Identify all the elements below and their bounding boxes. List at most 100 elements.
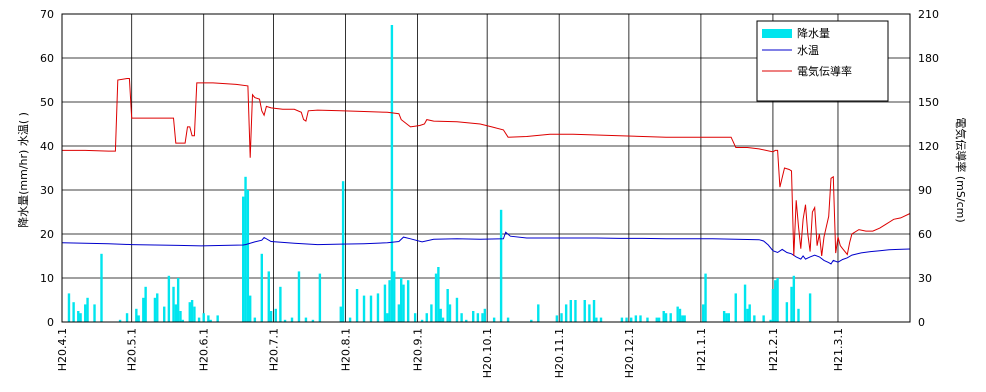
precipitation-bar [142,297,145,322]
y-right-tick-label: 180 [918,52,939,65]
precipitation-bar [762,315,765,322]
precipitation-bar [153,297,157,322]
precipitation-bar [483,308,487,322]
precipitation-bar [376,293,380,322]
precipitation-bar [769,319,772,322]
precipitation-bar [188,302,191,322]
precipitation-bar [748,304,751,322]
y-right-tick-label: 0 [918,316,925,329]
precipitation-bar [274,308,277,322]
legend-label-water-temp: 水温 [797,44,819,57]
precipitation-bar [118,319,122,322]
precipitation-bar [792,275,796,322]
precipitation-bar [560,313,563,322]
precipitation-bar [774,280,777,322]
x-tick-label: H21.3.1 [832,328,845,371]
y-right-tick-label: 60 [918,228,932,241]
precipitation-bar [439,308,442,322]
precipitation-bar [681,315,684,322]
precipitation-bar [564,304,568,322]
legend-label-conductivity: 電気伝導率 [797,64,852,78]
precipitation-bar [390,25,394,322]
precipitation-bar [290,317,294,322]
x-tick-label: H20.7.1 [267,328,280,371]
precipitation-bar [746,308,749,322]
precipitation-bar [86,297,89,322]
precipitation-bar [588,304,591,322]
y-right-tick-label: 30 [918,272,932,285]
precipitation-bar [84,304,87,322]
precipitation-bar [193,306,196,322]
precipitation-bar [144,286,147,322]
x-tick-label: H20.9.1 [411,328,424,371]
precipitation-bar [664,313,668,322]
precipitation-bar [267,271,270,322]
x-axis: H20.4.1 H20.5.1 H20.6.1 H20.7.1 H20.8.1 H20.9… [56,328,845,378]
precipitation-bar [393,271,396,322]
precipitation-bar [216,315,219,322]
y-left-tick-label: 0 [47,316,54,329]
precipitation-bar [181,319,185,322]
precipitation-bar [100,253,103,322]
precipitation-bar [492,317,496,322]
precipitation-bar [481,313,484,322]
precipitation-bar [197,317,201,322]
precipitation-bar [620,317,624,322]
x-tick-label: H21.1.1 [695,328,708,371]
precipitation-bar [506,317,510,322]
precipitation-bar [455,297,459,322]
precipitation-bar [355,289,359,322]
precipitation-bar [662,311,665,322]
precipitation-bar [725,313,728,322]
precipitation-bar [253,317,257,322]
x-tick-label: H20.4.1 [56,328,69,371]
precipitation-bar [304,317,308,322]
precipitation-bar [669,313,672,322]
precipitation-bar [646,317,649,322]
precipitation-bar [625,317,628,322]
precipitation-bar [630,317,633,322]
precipitation-bar [790,286,793,322]
precipitation-bar [743,284,747,322]
precipitation-bar [172,286,175,322]
y-right-tick-label: 210 [918,8,939,21]
precipitation-bar [555,315,559,322]
water-temp-line [61,231,911,265]
precipitation-bar [318,273,322,322]
y-left-tick-label: 20 [40,228,54,241]
x-tick-label: H20.12.1 [623,328,636,378]
precipitation-bar [406,280,410,322]
precipitation-bar [599,317,603,322]
precipitation-bar [167,275,171,322]
precipitation-bar [369,295,373,322]
precipitation-bar [362,295,366,322]
precipitation-bar [722,311,726,322]
precipitation-bar [583,300,586,322]
right-y-axis: 0 30 60 90 120 150 180 210 [918,8,939,329]
x-tick-label: H21.2.1 [767,328,780,371]
y-right-tick-label: 90 [918,184,932,197]
precipitation-bar [657,317,661,322]
precipitation-bar [174,304,178,322]
precipitation-bar [72,302,75,322]
precipitation-bar [702,304,705,322]
precipitation-bar [283,319,287,322]
x-tick-label: H20.11.1 [553,328,566,378]
precipitation-bar [420,319,424,322]
precipitation-bar [441,317,445,322]
precipitation-bar [348,317,352,322]
precipitation-bar [137,315,140,322]
precipitation-bar [190,300,194,322]
precipitation-bar [785,302,789,322]
precipitation-bar [279,286,282,322]
y-left-tick-label: 40 [40,140,54,153]
precipitation-bar [460,313,463,322]
y-axis-left-label: 降水量(mm/hr) 水温( ) [16,112,30,228]
precipitation-bar [386,313,389,322]
precipitation-bar [77,311,80,322]
precipitation-bar [734,293,737,322]
precipitation-bar [397,304,401,322]
precipitation-bar [125,313,129,322]
y-left-tick-label: 70 [40,8,54,21]
legend-swatch-precipitation [762,29,792,38]
